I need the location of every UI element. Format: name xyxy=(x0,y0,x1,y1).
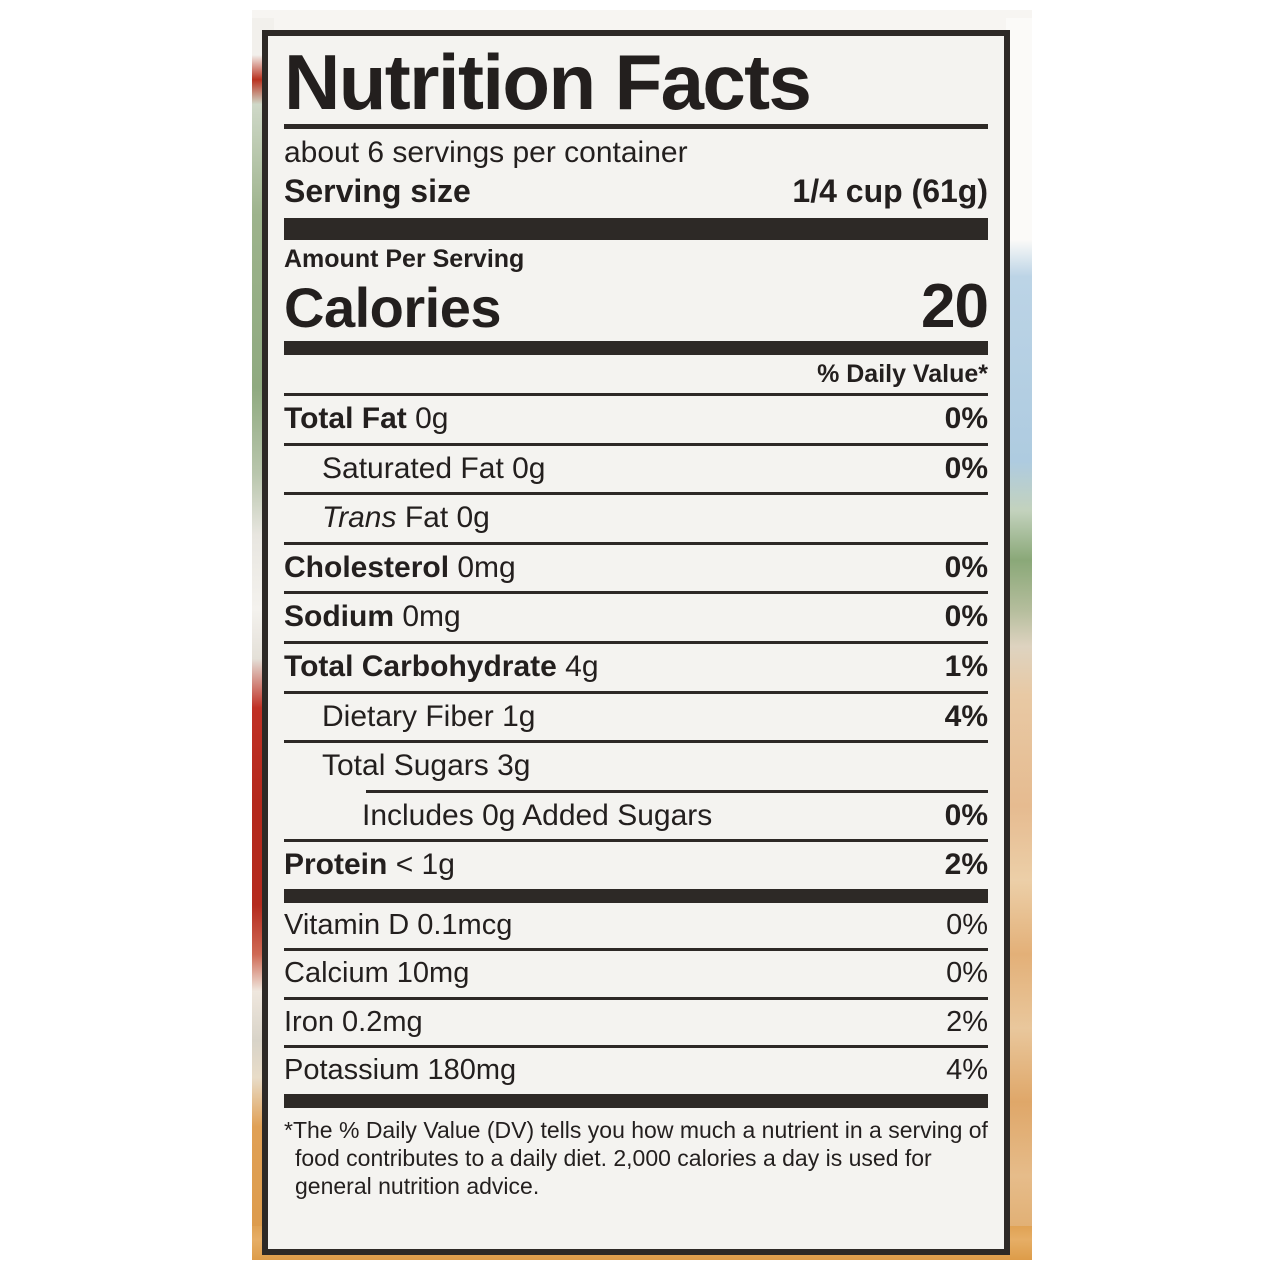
nutrient-dv: 0% xyxy=(944,798,988,832)
table-row: Protein < 1g 2% xyxy=(284,842,988,889)
serving-size-value: 1/4 cup (61g) xyxy=(792,173,988,210)
row-divider xyxy=(284,740,988,744)
row-divider xyxy=(284,442,988,446)
table-row: Total Carbohydrate 4g 1% xyxy=(284,644,988,691)
nutrient-dv: 0% xyxy=(944,550,988,584)
title-divider xyxy=(284,124,988,130)
nutrient-dv: 1% xyxy=(944,650,988,683)
calories-label: Calories xyxy=(284,275,502,339)
row-divider xyxy=(284,641,988,644)
row-divider xyxy=(284,492,988,496)
table-row: Cholesterol 0mg 0% xyxy=(284,545,988,592)
serving-section-bar xyxy=(284,218,988,241)
nutrient-name: Protein xyxy=(284,848,388,882)
page-title: Nutrition Facts xyxy=(284,38,812,126)
micronutrient-dv: 4% xyxy=(946,1054,988,1087)
protein-section-bar xyxy=(284,888,988,903)
nutrient-dv: 0% xyxy=(944,600,988,634)
micronutrient-dv: 2% xyxy=(946,1005,988,1038)
nutrient-amount: 0g xyxy=(512,451,546,485)
calories-value: 20 xyxy=(921,271,989,341)
micronutrient-name: Iron 0.2mg xyxy=(284,1005,423,1038)
nutrient-amount: 0g xyxy=(415,402,449,436)
nutrient-name: Dietary Fiber xyxy=(322,699,494,733)
serving-size-label: Serving size xyxy=(284,173,471,210)
micronutrient-dv: 0% xyxy=(946,908,988,941)
nutrient-dv: 4% xyxy=(944,699,988,733)
daily-value-footnote: *The % Daily Value (DV) tells you how mu… xyxy=(284,1116,988,1199)
nutrient-amount: 3g xyxy=(497,749,531,783)
calories-section-bar xyxy=(284,341,988,356)
nutrition-facts-panel: Nutrition Facts about 6 servings per con… xyxy=(262,30,1010,1255)
daily-value-divider xyxy=(284,393,988,397)
daily-value-header: % Daily Value* xyxy=(817,360,988,389)
table-row: Trans Fat 0g xyxy=(284,495,988,542)
nutrient-dv: 0% xyxy=(944,402,988,436)
nutrient-name: Sodium xyxy=(284,600,394,634)
nutrient-amount: 1g xyxy=(502,699,536,733)
table-row: Total Fat 0g 0% xyxy=(284,396,988,443)
nutrient-amount: 0mg xyxy=(457,550,516,584)
servings-per-container: about 6 servings per container xyxy=(284,136,688,170)
micronutrient-dv: 0% xyxy=(946,957,988,990)
nutrient-name: Total Fat xyxy=(284,402,407,436)
nutrient-name: Includes 0g Added Sugars xyxy=(362,798,713,832)
micronutrient-section-bar xyxy=(284,1093,988,1108)
nutrient-name: Saturated Fat xyxy=(322,451,504,485)
row-divider xyxy=(284,541,988,545)
table-row: Iron 0.2mg 2% xyxy=(284,1000,988,1045)
row-divider xyxy=(284,690,988,694)
calories-row: Calories 20 xyxy=(284,271,989,341)
row-divider-indented xyxy=(366,789,988,793)
micronutrient-name: Vitamin D 0.1mcg xyxy=(284,908,513,941)
row-divider xyxy=(284,1045,988,1049)
nutrient-amount: < 1g xyxy=(395,848,455,882)
nutrient-name: Cholesterol xyxy=(284,550,450,584)
nutrient-name: Trans xyxy=(322,501,397,535)
nutrient-name: Total Sugars xyxy=(322,749,489,783)
micronutrient-name: Calcium 10mg xyxy=(284,957,470,990)
row-divider xyxy=(284,948,988,952)
row-divider xyxy=(284,591,988,595)
nutrient-amount: Fat 0g xyxy=(404,501,490,535)
package-art-right-strip xyxy=(1006,18,1032,1250)
table-row: Total Sugars 3g xyxy=(284,743,988,790)
nutrient-amount: 4g xyxy=(565,650,599,683)
amount-per-serving-label: Amount Per Serving xyxy=(284,245,525,274)
nutrient-amount: 0mg xyxy=(402,600,461,634)
nutrient-name: Total Carbohydrate xyxy=(284,650,557,683)
row-divider xyxy=(284,839,988,843)
table-row: Includes 0g Added Sugars 0% xyxy=(284,793,988,840)
table-row: Sodium 0mg 0% xyxy=(284,594,988,641)
nutrient-dv: 2% xyxy=(944,848,988,882)
table-row: Dietary Fiber 1g 4% xyxy=(284,694,988,741)
nutrient-dv: 0% xyxy=(944,451,988,485)
table-row: Calcium 10mg 0% xyxy=(284,951,988,996)
micronutrient-name: Potassium 180mg xyxy=(284,1054,517,1087)
table-row: Saturated Fat 0g 0% xyxy=(284,446,988,493)
table-row: Potassium 180mg 4% xyxy=(284,1048,988,1093)
table-row: Vitamin D 0.1mcg 0% xyxy=(284,903,988,948)
row-divider xyxy=(284,996,988,1000)
serving-size-row: Serving size 1/4 cup (61g) xyxy=(284,171,988,218)
